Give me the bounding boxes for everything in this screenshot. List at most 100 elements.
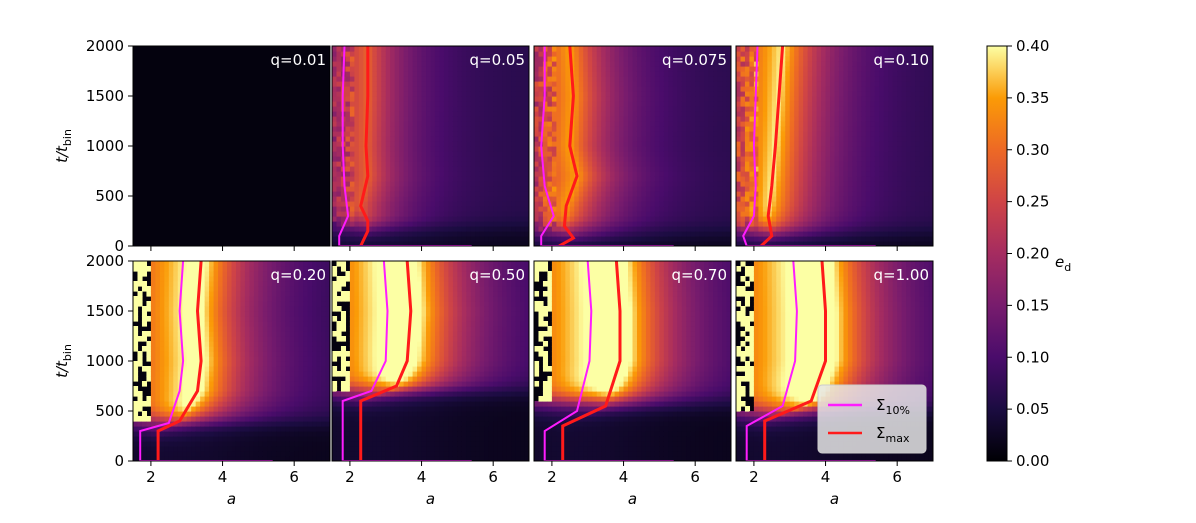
heatmap-cell [395,81,400,87]
heatmap-cell [839,56,844,62]
heatmap-cell [763,91,768,97]
heatmap-cell [395,61,400,67]
heatmap-cell [435,61,440,67]
heatmap-cell [395,96,400,102]
heatmap-cell [359,156,364,162]
heatmap-cell [588,96,593,102]
heatmap-cell [763,71,768,77]
heatmap-cell [601,151,606,157]
heatmap-cell [695,106,700,112]
heatmap-cell [516,176,521,182]
heatmap-cell [336,96,341,102]
heatmap-cell [776,236,781,242]
heatmap-cell [588,201,593,207]
heatmap-cell [691,96,696,102]
heatmap-cell [781,201,786,207]
heatmap-cell [830,86,835,92]
heatmap-cell [435,56,440,62]
heatmap-cell [408,171,413,177]
heatmap-cell [763,186,768,192]
heatmap-cell [426,46,431,52]
heatmap-cell [332,201,337,207]
heatmap-cell [354,211,359,217]
heatmap-cell [484,206,489,212]
heatmap-cell [475,221,480,227]
heatmap-cell [466,226,471,232]
heatmap-cell [386,56,391,62]
heatmap-cell [547,121,552,127]
heatmap-cell [354,206,359,212]
heatmap-cell [884,231,889,237]
heatmap-cell [628,236,633,242]
heatmap-cell [345,106,350,112]
heatmap-cell [861,226,866,232]
heatmap-cell [493,191,498,197]
heatmap-cell [404,151,409,157]
heatmap-cell [597,146,602,152]
heatmap-cell [404,166,409,172]
heatmap-cell [749,46,754,52]
heatmap-cell [682,111,687,117]
heatmap-cell [426,76,431,82]
heatmap-cell [655,231,660,237]
heatmap-cell [664,111,669,117]
heatmap-cell [422,106,427,112]
heatmap-cell [740,206,745,212]
heatmap-cell [826,156,831,162]
heatmap-cell [498,76,503,82]
heatmap-cell [588,166,593,172]
heatmap-cell [835,231,840,237]
heatmap-cell [502,141,507,147]
heatmap-cell [686,146,691,152]
heatmap-cell [606,146,611,152]
heatmap-cell [857,226,862,232]
heatmap-cell [386,206,391,212]
heatmap-cell [457,176,462,182]
heatmap-cell [758,76,763,82]
heatmap-cell [763,76,768,82]
heatmap-cell [812,126,817,132]
heatmap-cell [448,211,453,217]
heatmap-cell [704,121,709,127]
heatmap-cell [484,76,489,82]
heatmap-cell [583,156,588,162]
heatmap-cell [852,206,857,212]
heatmap-cell [852,191,857,197]
heatmap-cell [808,176,813,182]
heatmap-cell [417,161,422,167]
heatmap-cell [866,146,871,152]
heatmap-cell [543,131,548,137]
heatmap-cell [897,226,902,232]
heatmap-cell [511,141,516,147]
heatmap-cell [745,126,750,132]
heatmap-cell [417,46,422,52]
heatmap-cell [848,231,853,237]
heatmap-cell [799,171,804,177]
heatmap-cell [835,111,840,117]
heatmap-cell [372,131,377,137]
heatmap-cell [462,181,467,187]
heatmap-cell [659,216,664,222]
heatmap-cell [713,161,718,167]
heatmap-cell [597,136,602,142]
heatmap-cell [763,141,768,147]
heatmap-cell [893,131,898,137]
heatmap-cell [839,131,844,137]
heatmap-cell [332,56,337,62]
heatmap-cell [817,86,822,92]
heatmap-cell [597,156,602,162]
heatmap-cell [475,176,480,182]
heatmap-cell [646,196,651,202]
heatmap-cell [610,56,615,62]
heatmap-cell [574,196,579,202]
heatmap-cell [345,121,350,127]
heatmap-cell [826,221,831,227]
heatmap-cell [785,136,790,142]
heatmap-cell [435,86,440,92]
heatmap-cell [740,76,745,82]
heatmap-cell [471,76,476,82]
heatmap-cell [422,56,427,62]
heatmap-cell [417,116,422,122]
heatmap-cell [489,111,494,117]
heatmap-cell [695,191,700,197]
